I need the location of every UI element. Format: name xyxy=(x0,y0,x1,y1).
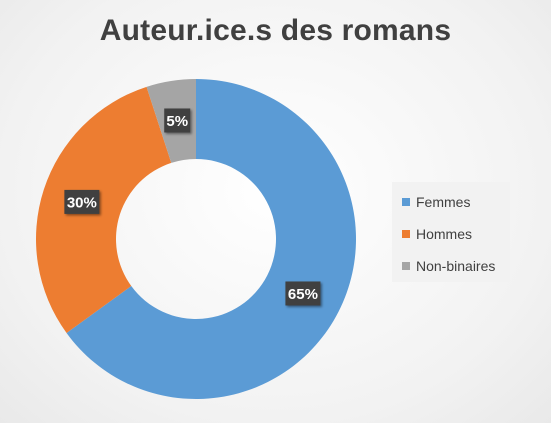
svg-text:30%: 30% xyxy=(67,194,97,211)
legend-item-non-binaires: Non-binaires xyxy=(402,256,495,276)
legend-label: Hommes xyxy=(416,226,473,242)
legend-item-hommes: Hommes xyxy=(402,224,472,244)
slice-hommes xyxy=(36,86,172,334)
legend-label: Non-binaires xyxy=(416,258,496,274)
chart-legend: Femmes Hommes Non-binaires xyxy=(392,182,510,282)
chart-title: Auteur.ice.s des romans xyxy=(99,14,452,47)
data-label-non-binaires: 5% xyxy=(164,108,191,133)
svg-text:5%: 5% xyxy=(166,113,188,130)
data-label-femmes: 65% xyxy=(285,281,321,306)
data-label-hommes: 30% xyxy=(64,189,100,214)
legend-swatch xyxy=(402,230,410,238)
slice-femmes xyxy=(66,79,356,399)
legend-swatch xyxy=(402,262,410,270)
legend-swatch xyxy=(402,198,410,206)
svg-text:65%: 65% xyxy=(288,286,318,303)
legend-item-femmes: Femmes xyxy=(402,192,470,212)
legend-label: Femmes xyxy=(416,194,471,210)
